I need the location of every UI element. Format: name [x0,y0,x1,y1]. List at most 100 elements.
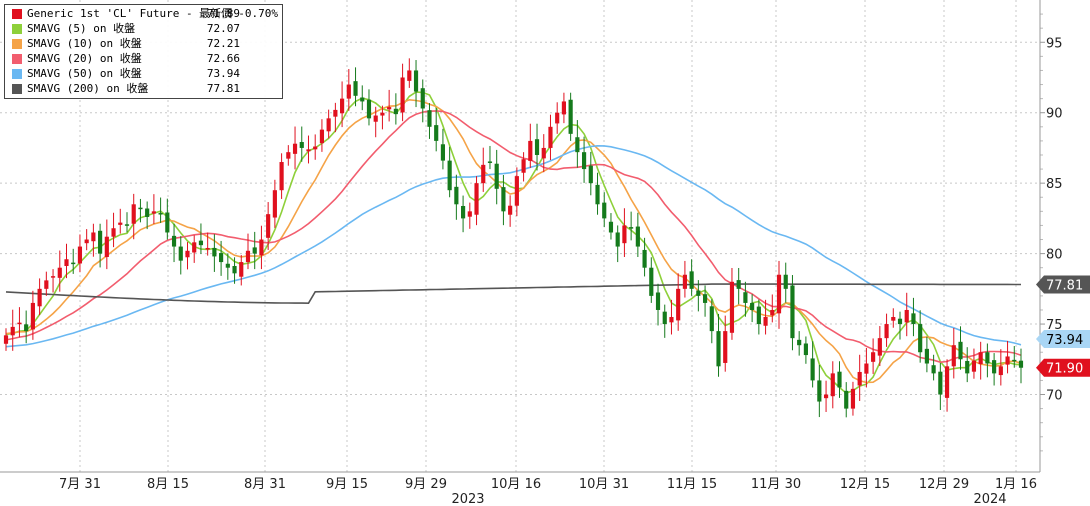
candle-body [487,161,493,163]
candle-body [420,88,425,109]
candle-body [427,110,432,127]
candle-body [608,221,614,233]
candle-body [24,324,29,332]
candle-body [521,159,526,173]
candle-body [266,214,271,238]
candle-body [77,246,83,264]
legend-swatch [12,39,22,49]
candle-body [400,77,405,113]
candle-body [850,388,856,409]
legend-row-sma50: SMAVG (50) on 收盤 73.94 [5,66,282,81]
sma200-price-tag-shape [1036,275,1090,294]
candle-body [165,212,170,233]
candle-body [1005,356,1010,365]
candle-body [709,306,714,332]
candle-body [642,249,647,268]
candle-body [971,360,977,372]
candle-body [239,262,244,277]
candle-body [299,142,304,148]
candle-body [723,331,728,363]
legend-label: SMAVG (200) on 收盤 [27,82,149,95]
x-tick-label: 8月 15 [147,477,189,492]
legend-value: 73.94 [206,67,240,80]
candle-body [104,236,109,257]
candle-body [98,230,103,254]
candle-body [340,98,345,114]
y-tick-label: 70 [1046,389,1063,404]
candle-body [205,247,210,250]
last-price-tag-shape [1036,358,1090,377]
candle-body [407,70,412,81]
legend-label: SMAVG (5) on 收盤 [27,22,136,35]
candle-body [877,338,882,356]
sma200-price-tag-text: 77.81 [1046,278,1083,293]
candle-body [602,202,607,219]
candle-body [689,271,694,289]
moving-average-lines [5,91,1022,395]
candle-body [514,176,519,206]
candle-body [326,118,331,132]
candle-body [292,143,298,154]
candlesticks [3,58,1024,418]
candle-body [360,97,365,102]
legend-row-sma200: SMAVG (200) on 收盤 77.81 [5,81,282,96]
candle-body [716,331,721,367]
candle-body [568,99,573,134]
candle-body [924,348,929,364]
candle-body [541,147,546,159]
candle-body [635,226,640,247]
candle-body [790,285,795,339]
candle-body [387,107,392,110]
candle-body [844,390,849,409]
candle-body [776,274,782,314]
candle-body [373,115,378,122]
candle-body [131,204,136,224]
candle-body [797,339,802,346]
candle-body [171,235,177,247]
candle-body [185,250,190,258]
x-tick-label: 11月 15 [667,477,717,492]
candle-body [272,190,277,218]
candle-body [682,274,687,289]
legend-value: 72.07 [206,22,240,35]
candle-body [3,335,9,344]
candle-body [575,137,580,153]
candle-body [951,345,956,367]
legend-row-sma5: SMAVG (5) on 收盤 72.07 [5,21,282,36]
candle-body [84,239,89,244]
legend-value: 71.89 [206,7,240,20]
sma50-price-tag-shape [1036,329,1090,348]
candle-body [192,242,197,253]
legend-value: 72.21 [206,37,240,50]
candle-body [763,317,768,326]
candle-body [212,247,217,257]
x-tick-label: 9月 29 [405,477,447,492]
candle-body [783,274,788,289]
x-tick-label: 8月 31 [244,477,286,492]
candle-body [440,144,446,161]
candle-body [198,240,204,246]
last-price-tag-text: 71.90 [1046,362,1083,377]
legend-swatch [12,9,22,19]
legend-swatch [12,69,22,79]
candle-body [911,313,916,325]
candle-body [245,250,251,263]
price-tags: 77.81 73.94 71.90 [1036,275,1090,377]
legend-value: 72.66 [206,52,240,65]
candle-body [252,247,257,254]
candle-body [380,112,385,116]
legend-row-sma10: SMAVG (10) on 收盤 72.21 [5,36,282,51]
candle-body [669,317,674,323]
x-tick-label: 10月 16 [491,477,541,492]
x-tick-label: 12月 15 [840,477,890,492]
sma10-line [5,98,1022,384]
candle-body [319,129,325,144]
chart-axes: 70 75 80 85 90 95 7月 31 8月 15 8月 31 9月 15 9月 29 10月… [0,0,1063,506]
candle-body [158,213,163,215]
candle-body [474,183,479,215]
candle-body [219,253,224,263]
candle-body [259,239,264,256]
candle-body [622,225,627,244]
candle-body [810,358,815,381]
candle-body [629,227,634,229]
